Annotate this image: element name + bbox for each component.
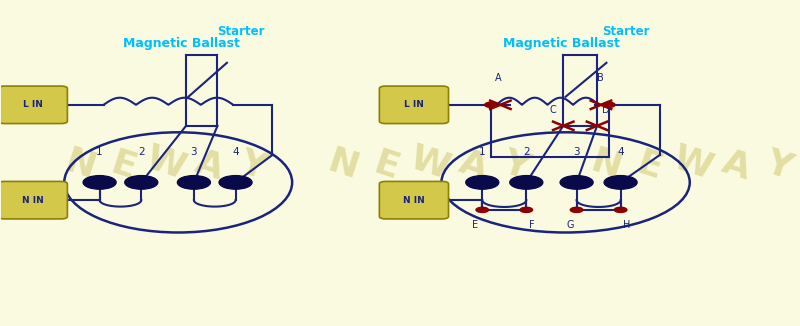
FancyBboxPatch shape: [379, 182, 449, 219]
Text: 2: 2: [138, 147, 145, 157]
Text: 2: 2: [523, 147, 530, 157]
Circle shape: [614, 207, 627, 213]
Text: 1: 1: [96, 147, 103, 157]
Text: 4: 4: [618, 147, 624, 157]
FancyBboxPatch shape: [0, 182, 67, 219]
Text: E: E: [472, 220, 478, 230]
Circle shape: [570, 207, 583, 213]
Circle shape: [219, 176, 252, 189]
Text: H: H: [623, 220, 630, 230]
Text: E: E: [106, 146, 140, 186]
Text: Y: Y: [762, 146, 797, 186]
Circle shape: [602, 102, 615, 107]
Text: E: E: [370, 146, 403, 186]
Circle shape: [510, 176, 543, 189]
Text: 1: 1: [479, 147, 486, 157]
Circle shape: [125, 176, 158, 189]
Circle shape: [520, 207, 533, 213]
Text: 3: 3: [574, 147, 580, 157]
Text: Y: Y: [498, 146, 534, 186]
Text: A: A: [191, 145, 228, 186]
Text: W: W: [142, 141, 190, 186]
Text: W: W: [669, 141, 717, 186]
Text: N IN: N IN: [22, 196, 44, 205]
Text: B: B: [597, 73, 604, 82]
Text: N IN: N IN: [403, 196, 425, 205]
Text: 4: 4: [232, 147, 239, 157]
Circle shape: [178, 176, 210, 189]
Circle shape: [83, 176, 116, 189]
Text: G: G: [566, 220, 574, 230]
Text: F: F: [529, 220, 534, 230]
Text: N: N: [323, 144, 363, 186]
Text: A: A: [495, 73, 502, 82]
Text: D: D: [602, 105, 610, 115]
Text: Starter: Starter: [602, 25, 650, 38]
Text: N: N: [60, 144, 100, 186]
Text: A: A: [454, 145, 491, 186]
Text: W: W: [406, 141, 454, 186]
FancyBboxPatch shape: [379, 86, 449, 124]
Text: Y: Y: [235, 146, 270, 186]
Circle shape: [466, 176, 499, 189]
Text: 3: 3: [190, 147, 198, 157]
Circle shape: [485, 102, 498, 107]
Text: A: A: [718, 145, 754, 186]
Text: Magnetic Ballast: Magnetic Ballast: [123, 37, 240, 50]
Text: L IN: L IN: [404, 100, 424, 109]
Text: Starter: Starter: [218, 25, 265, 38]
Text: N: N: [586, 144, 626, 186]
Circle shape: [604, 176, 637, 189]
Circle shape: [476, 207, 489, 213]
Text: C: C: [549, 105, 556, 115]
Circle shape: [560, 176, 593, 189]
Text: L IN: L IN: [23, 100, 42, 109]
FancyBboxPatch shape: [0, 86, 67, 124]
Text: Magnetic Ballast: Magnetic Ballast: [502, 37, 620, 50]
Text: E: E: [633, 146, 666, 186]
